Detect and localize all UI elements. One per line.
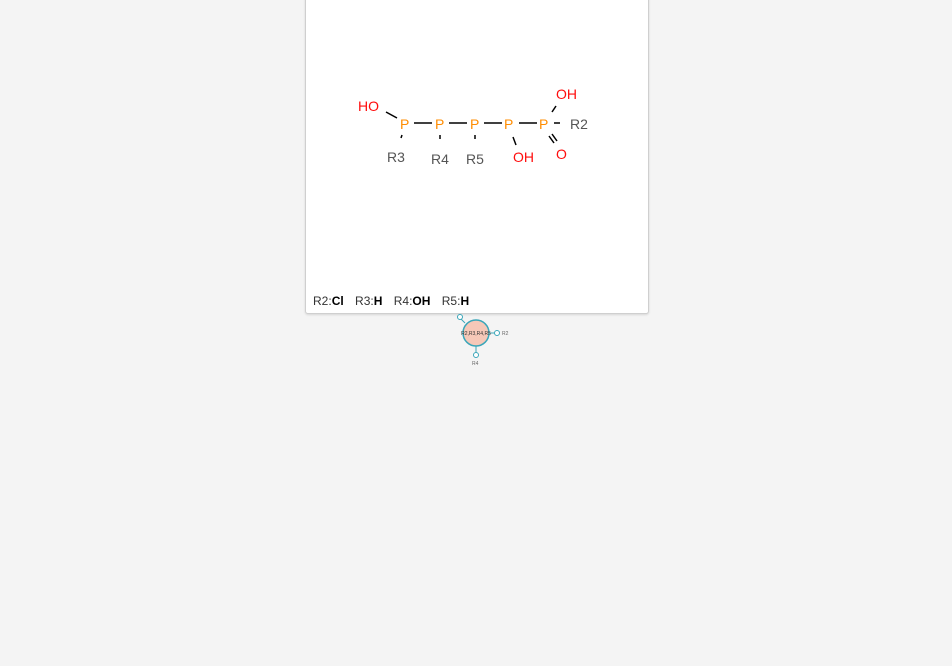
atom-o-double: O <box>556 146 567 162</box>
graph-node-circle[interactable] <box>462 319 490 347</box>
legend-value: OH <box>412 294 431 308</box>
atom-p3: P <box>470 116 479 132</box>
molecule-card: HO P R3 P R4 P R5 P OH P OH R2 O R2:Cl R… <box>305 0 649 314</box>
legend-item-r2: R2:Cl <box>313 294 344 308</box>
bond-ho-p1 <box>385 111 398 119</box>
atom-r4: R4 <box>431 151 449 167</box>
atom-r3: R3 <box>387 149 405 165</box>
molecule-structure: HO P R3 P R4 P R5 P OH P OH R2 O <box>358 86 588 167</box>
legend-value: Cl <box>331 294 344 308</box>
legend-key: R5: <box>441 294 461 308</box>
bond-p5-o-double-a <box>548 135 555 144</box>
atom-p1: P <box>400 116 409 132</box>
legend-item-r4: R4:OH <box>394 294 431 308</box>
atom-p5: P <box>539 116 548 132</box>
legend-value: H <box>373 294 383 308</box>
node-anchor-top-left[interactable] <box>457 314 463 320</box>
bond-p4-oh <box>512 136 517 146</box>
legend-value: H <box>460 294 470 308</box>
node-anchor-right[interactable] <box>494 330 500 336</box>
atom-r5: R5 <box>466 151 484 167</box>
legend-key: R4: <box>393 294 413 308</box>
atom-p2: P <box>435 116 444 132</box>
atom-oh-top: OH <box>556 86 577 102</box>
legend-key: R3: <box>355 294 374 308</box>
graph-node-right-label: R2 <box>502 331 509 337</box>
rgroup-legend: R2:Cl R3:H R4:OH R5:H <box>313 294 477 308</box>
node-anchor-bottom[interactable] <box>473 352 479 358</box>
legend-item-r5: R5:H <box>442 294 469 308</box>
graph-node-area: R2,R3,R4,R5 R2 R4 <box>450 310 530 370</box>
bond-p5-o-double-b <box>551 133 558 142</box>
atom-r2: R2 <box>570 116 588 132</box>
graph-node-label: R2,R3,R4,R5 <box>461 331 491 337</box>
bond-p5-oh-top <box>551 105 557 113</box>
legend-key: R2: <box>313 294 332 308</box>
atom-p4: P <box>504 116 513 132</box>
bond-p1-r3 <box>400 134 403 139</box>
atom-oh-bottom: OH <box>513 149 534 165</box>
legend-item-r3: R3:H <box>355 294 382 308</box>
graph-node-bottom-label: R4 <box>472 361 479 367</box>
graph-node-svg: R2,R3,R4,R5 R2 R4 <box>457 314 509 367</box>
atom-ho-left: HO <box>358 98 379 114</box>
